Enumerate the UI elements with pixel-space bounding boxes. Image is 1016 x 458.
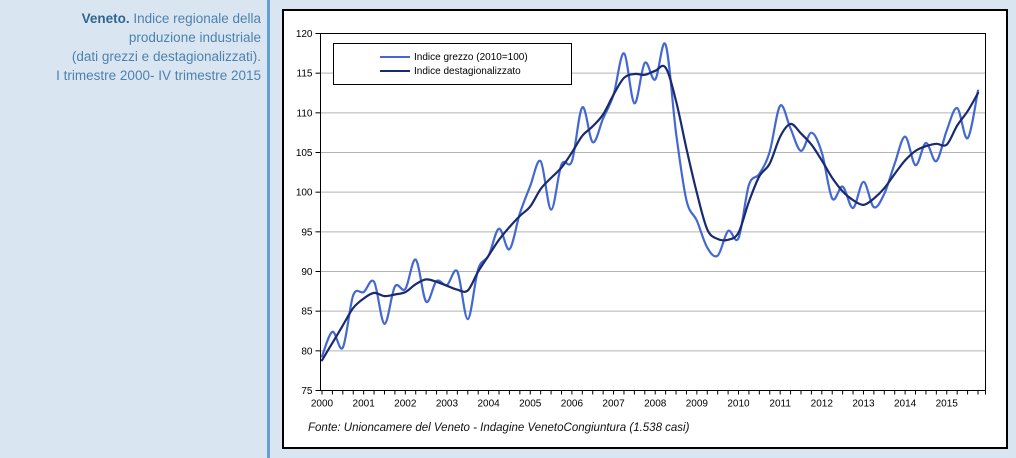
svg-text:2001: 2001 <box>353 399 376 410</box>
legend-item-destagionalizzato: Indice destagionalizzato <box>380 66 571 77</box>
caption-region: Veneto. <box>81 11 130 26</box>
svg-text:105: 105 <box>296 148 313 159</box>
vertical-divider <box>267 0 270 458</box>
svg-text:2013: 2013 <box>852 399 875 410</box>
svg-text:95: 95 <box>301 227 313 238</box>
svg-text:80: 80 <box>301 346 313 357</box>
svg-text:2005: 2005 <box>519 399 542 410</box>
svg-text:120: 120 <box>296 29 313 40</box>
line-chart: 75 80 85 90 95 100 105 110 115 120 2000 2001 2002 200… <box>296 29 986 410</box>
figure-caption: Veneto. Indice regionale della produzion… <box>0 0 267 85</box>
legend-item-grezzo: Indice grezzo (2010=100) <box>380 52 571 63</box>
caption-panel: Veneto. Indice regionale della produzion… <box>0 0 267 458</box>
svg-text:2003: 2003 <box>436 399 459 410</box>
legend-label-destagionalizzato: Indice destagionalizzato <box>414 65 521 77</box>
svg-text:2000: 2000 <box>311 399 334 410</box>
svg-text:2012: 2012 <box>811 399 834 410</box>
legend-line-swatch-destagionalizzato <box>380 70 410 72</box>
chart-legend: Indice grezzo (2010=100) Indice destagio… <box>333 43 572 85</box>
chart-card: 75 80 85 90 95 100 105 110 115 120 2000 2001 2002 200… <box>282 9 1008 449</box>
svg-text:2010: 2010 <box>727 399 750 410</box>
svg-text:2002: 2002 <box>394 399 417 410</box>
source-note: Fonte: Unioncamere del Veneto - Indagine… <box>308 422 690 434</box>
svg-text:2009: 2009 <box>686 399 709 410</box>
svg-text:110: 110 <box>297 108 313 119</box>
svg-text:115: 115 <box>297 69 313 80</box>
caption-line-1-rest: Indice regionale della <box>129 11 261 26</box>
caption-line-1: Veneto. Indice regionale della <box>82 11 261 26</box>
caption-line-3: (dati grezzi e destagionalizzati). <box>71 49 261 64</box>
svg-text:100: 100 <box>296 188 313 199</box>
svg-text:75: 75 <box>301 386 313 397</box>
svg-text:2014: 2014 <box>894 399 917 410</box>
svg-text:2015: 2015 <box>936 399 959 410</box>
caption-line-2: produzione industriale <box>128 30 261 45</box>
legend-label-grezzo: Indice grezzo (2010=100) <box>414 51 528 63</box>
svg-text:2011: 2011 <box>769 399 791 410</box>
svg-text:90: 90 <box>301 267 313 278</box>
svg-text:2004: 2004 <box>477 399 500 410</box>
svg-text:85: 85 <box>301 307 313 318</box>
svg-text:2007: 2007 <box>602 399 625 410</box>
svg-text:2006: 2006 <box>561 399 584 410</box>
svg-text:2008: 2008 <box>644 399 667 410</box>
legend-line-swatch-grezzo <box>380 56 410 58</box>
caption-line-4: I trimestre 2000- IV trimestre 2015 <box>56 68 261 83</box>
